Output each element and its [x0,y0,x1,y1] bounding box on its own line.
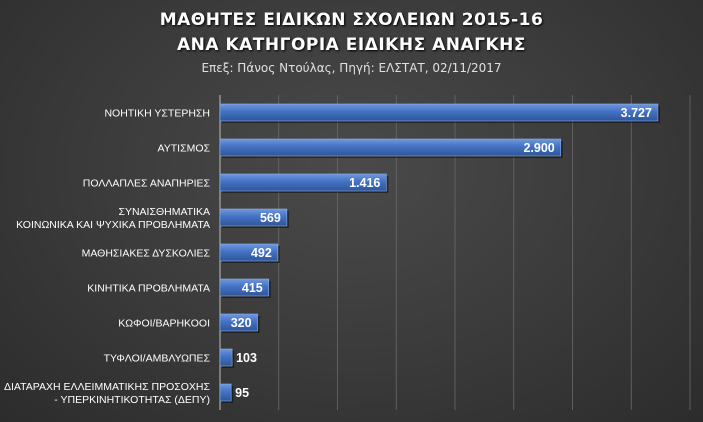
category-label-line: ΜΑΘΗΣΙΑΚΕΣ ΔΥΣΚΟΛΙΕΣ [82,248,211,260]
bar [219,278,270,297]
category-label-line: - ΥΠΕΡΚΙΝΗΤΙΚΟΤΗΤΑΣ (ΔΕΠΥ) [54,394,210,406]
category-label: ΚΙΝΗΤΙΚΑ ΠΡΟΒΛΗΜΑΤΑ [87,283,210,295]
chart-title: ΜΑΘΗΤΕΣ ΕΙΔΙΚΩΝ ΣΧΟΛΕΙΩΝ 2015-16 [159,10,544,30]
category-label-line: ΣΥΝΑΙΣΘΗΜΑΤΙΚΑ [118,206,210,218]
bar [219,173,387,192]
bar [219,313,258,332]
bar [219,243,279,262]
category-label: ΤΥΦΛΟΙ/ΑΜΒΛΥΩΠΕΣ [104,353,211,365]
chart-title-line2: ΑΝΑ ΚΑΤΗΓΟΡΙΑ ΕΙΔΙΚΗΣ ΑΝΑΓΚΗΣ [177,35,526,55]
category-label: ΣΥΝΑΙΣΘΗΜΑΤΙΚΑ ΚΟΙΝΩΝΙΚΑ ΚΑΙ ΨΥΧΙΚΑ ΠΡΟΒΛ… [16,206,210,231]
category-label-line: ΠΟΛΛΑΠΛΕΣ ΑΝΑΠΗΡΙΕΣ [83,178,211,190]
bar [219,103,659,122]
category-label-line: ΤΥΦΛΟΙ/ΑΜΒΛΥΩΠΕΣ [104,353,211,365]
data-label: 415 [242,281,263,295]
category-label-line: ΚΟΙΝΩΝΙΚΑ ΚΑΙ ΨΥΧΙΚΑ ΠΡΟΒΛΗΜΑΤΑ [16,219,210,231]
bar [219,348,233,367]
category-label-line: ΑΥΤΙΣΜΟΣ [158,143,211,155]
data-label: 3.727 [621,106,652,120]
chart-subtitle: Επεξ: Πάνος Ντούλας, Πηγή: ΕΛΣΤΑΤ, 02/11… [201,61,502,75]
category-label-line: ΚΩΦΟΙ/ΒΑΡΗΚΟΟΙ [118,318,210,330]
category-label: ΠΟΛΛΑΠΛΕΣ ΑΝΑΠΗΡΙΕΣ [83,178,211,190]
data-label: 492 [251,246,272,260]
data-label: 103 [236,351,257,365]
category-label-line: ΔΙΑΤΑΡΑΧΗ ΕΛΛΕΙΜΜΑΤΙΚΗΣ ΠΡΟΣΟΧΗΣ [4,381,211,393]
category-label: ΚΩΦΟΙ/ΒΑΡΗΚΟΟΙ [118,318,210,330]
data-label: 320 [231,316,252,330]
bar [219,138,562,157]
data-label: 2.900 [523,141,554,155]
data-label: 95 [235,386,249,400]
category-label: ΑΥΤΙΣΜΟΣ [158,143,211,155]
category-label: ΝΟΗΤΙΚΗ ΥΣΤΕΡΗΣΗ [104,108,210,120]
category-label-line: ΝΟΗΤΙΚΗ ΥΣΤΕΡΗΣΗ [104,108,210,120]
category-label-line: ΚΙΝΗΤΙΚΑ ΠΡΟΒΛΗΜΑΤΑ [87,283,210,295]
bar [219,208,288,227]
category-label: ΜΑΘΗΣΙΑΚΕΣ ΔΥΣΚΟΛΙΕΣ [82,248,211,260]
data-label: 569 [260,211,281,225]
data-label: 1.416 [349,176,380,190]
category-label: ΔΙΑΤΑΡΑΧΗ ΕΛΛΕΙΜΜΑΤΙΚΗΣ ΠΡΟΣΟΧΗΣ - ΥΠΕΡΚΙ… [4,381,211,406]
bar [219,383,232,402]
